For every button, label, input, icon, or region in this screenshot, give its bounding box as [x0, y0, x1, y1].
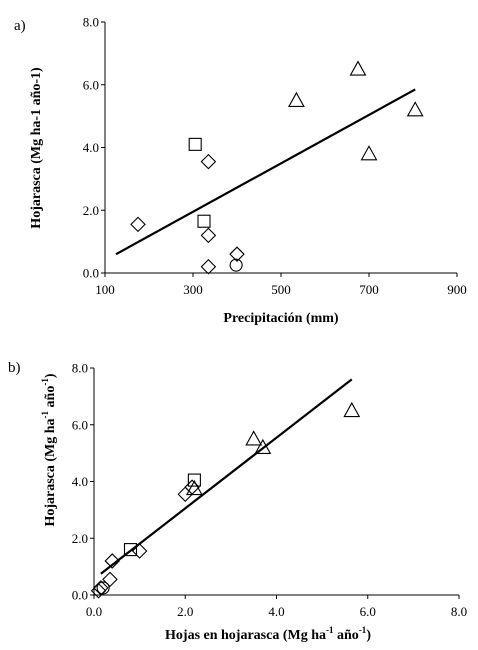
panel-a-x-label: Precipitación (mm) [223, 311, 339, 326]
panel-b: b) 0.0 2.0 4.0 6.0 8.0 0.0 2.0 4.0 6.0 8.0 Hojas … [8, 360, 467, 643]
diamond-point [93, 580, 109, 596]
circle-point [229, 258, 243, 272]
triangle-point [343, 401, 361, 418]
diamond-point [102, 571, 118, 588]
triangle-point [406, 101, 424, 117]
square-point [187, 473, 201, 487]
square-point [188, 137, 202, 151]
triangle-point [254, 438, 272, 455]
panel-b-label: b) [8, 360, 21, 376]
trend-line [100, 378, 353, 575]
diamond-point [200, 153, 217, 170]
circle-point [96, 581, 110, 595]
x-tick-label: 300 [183, 282, 203, 297]
diamond-point [229, 246, 245, 262]
y-tick-label: 6.0 [83, 77, 99, 92]
diamond-point [131, 543, 148, 559]
panel-b-x-label: Hojas en hojarasca (Mg ha-1 año-1) [165, 625, 371, 643]
y-tick-label: 4.0 [83, 140, 99, 155]
diamond-point [130, 216, 146, 233]
x-tick-label: 2.0 [177, 604, 193, 619]
x-tick-label: 0.0 [86, 604, 102, 619]
triangle-point [360, 145, 378, 161]
x-tick-label: 8.0 [451, 604, 467, 619]
diamond-point [184, 479, 200, 495]
x-tick-label: 500 [271, 282, 291, 297]
y-tick-label: 0.0 [72, 588, 88, 603]
panel-b-y-label: Hojarasca (Mg ha-1 año-1) [40, 373, 58, 526]
diamond-point [104, 553, 121, 569]
x-tick-label: 700 [359, 282, 379, 297]
y-tick-label: 8.0 [83, 15, 99, 30]
trend-line [115, 88, 416, 256]
triangle-point [185, 479, 203, 496]
diamond-point [200, 258, 217, 275]
y-tick-label: 8.0 [72, 361, 88, 376]
panel-a-label: a) [14, 18, 26, 34]
panel-a-y-label: Hojarasca (Mg ha-1 año-1) [29, 67, 44, 229]
x-tick-label: 6.0 [360, 604, 376, 619]
y-tick-label: 2.0 [72, 531, 88, 546]
x-tick-label: 900 [447, 282, 467, 297]
panel-a: a) 100 300 500 700 900 0.0 2.0 4.0 6.0 8.0 Precip… [14, 15, 467, 327]
square-point [123, 543, 138, 557]
y-tick-label: 4.0 [72, 474, 88, 489]
x-tick-label: 4.0 [268, 604, 284, 619]
y-tick-label: 6.0 [72, 417, 88, 432]
diamond-point [200, 227, 217, 244]
square-point [197, 214, 211, 228]
y-tick-label: 0.0 [83, 266, 99, 281]
x-tick-label: 100 [95, 282, 115, 297]
triangle-point [287, 91, 305, 107]
triangle-point [245, 430, 263, 446]
y-tick-label: 2.0 [83, 203, 99, 218]
triangle-point [349, 60, 367, 76]
